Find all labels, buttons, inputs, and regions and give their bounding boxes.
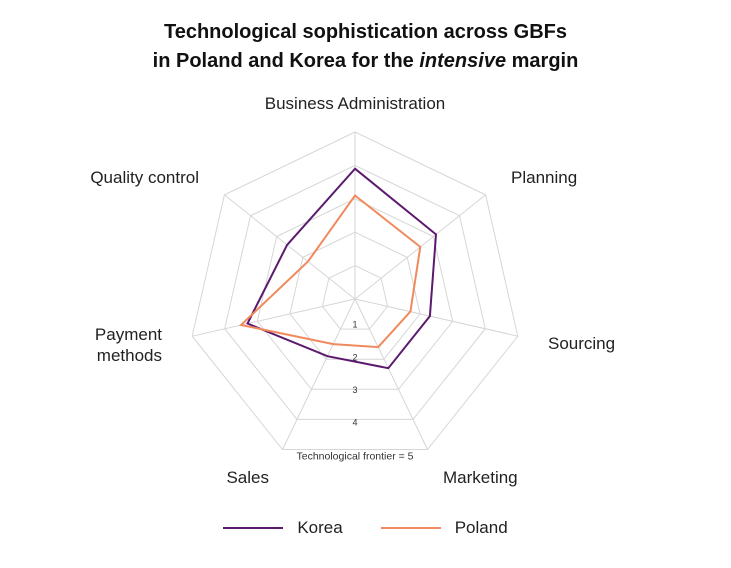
legend-label-poland: Poland bbox=[454, 518, 508, 537]
chart-legend: Korea Poland bbox=[0, 518, 731, 538]
grid-ring-4 bbox=[224, 164, 486, 420]
tick-label-2: 2 bbox=[352, 352, 357, 362]
grid-spoke-6 bbox=[224, 194, 356, 300]
legend-label-korea: Korea bbox=[297, 518, 343, 537]
axis-label-business-administration: Business Administration bbox=[265, 94, 445, 113]
grid-spoke-3 bbox=[354, 298, 428, 450]
chart-title-line1: Technological sophistication across GBFs bbox=[163, 21, 568, 43]
chart-title-line2-prefix: in Poland and Korea for the bbox=[152, 50, 420, 72]
legend-item-korea: Korea bbox=[223, 518, 343, 538]
radar-labels: 1 2 3 4 Technological frontier = 5 Business A… bbox=[90, 94, 615, 487]
series-korea bbox=[246, 167, 438, 370]
axis-label-marketing: Marketing bbox=[443, 468, 518, 487]
chart-title-emphasis: intensive bbox=[419, 50, 507, 72]
grid-spoke-4 bbox=[282, 298, 356, 450]
series-poland bbox=[238, 194, 422, 349]
grid-ring-5 bbox=[191, 131, 519, 450]
radar-series bbox=[238, 167, 438, 370]
chart-title-line2-suffix: margin bbox=[506, 50, 579, 72]
axis-label-sourcing: Sourcing bbox=[548, 334, 615, 353]
grid-spoke-5 bbox=[192, 298, 356, 337]
frontier-label: Technological frontier = 5 bbox=[296, 450, 413, 462]
legend-swatch-poland bbox=[380, 527, 441, 529]
grid-ring-2 bbox=[289, 231, 421, 360]
chart-title: Technological sophistication across GBFs… bbox=[0, 18, 731, 76]
grid-ring-3 bbox=[256, 198, 454, 390]
axis-label-sales: Sales bbox=[226, 468, 269, 487]
grid-ring-1 bbox=[321, 265, 389, 330]
grid-spoke-2 bbox=[354, 298, 518, 337]
axis-label-payment-methods: Payment methods bbox=[95, 325, 162, 365]
legend-item-poland: Poland bbox=[380, 518, 508, 538]
tick-label-3: 3 bbox=[352, 385, 357, 395]
axis-label-planning: Planning bbox=[511, 168, 577, 187]
chart-title-line2: in Poland and Korea for the intensive ma… bbox=[0, 47, 731, 76]
radar-grid bbox=[191, 131, 519, 450]
axis-label-quality-control: Quality control bbox=[90, 168, 199, 187]
tick-label-1: 1 bbox=[352, 320, 357, 330]
tick-label-4: 4 bbox=[352, 418, 357, 428]
legend-swatch-korea bbox=[223, 527, 284, 529]
